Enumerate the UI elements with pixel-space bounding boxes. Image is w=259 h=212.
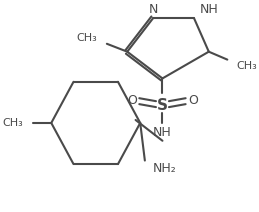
Text: O: O xyxy=(188,94,198,107)
Text: CH₃: CH₃ xyxy=(236,61,257,71)
Text: N: N xyxy=(148,3,158,16)
Text: NH: NH xyxy=(199,3,218,16)
Text: O: O xyxy=(127,94,137,107)
Text: NH₂: NH₂ xyxy=(152,162,176,175)
Text: CH₃: CH₃ xyxy=(3,118,24,128)
Text: NH: NH xyxy=(153,126,172,139)
Text: S: S xyxy=(157,98,168,113)
Text: CH₃: CH₃ xyxy=(77,33,98,43)
